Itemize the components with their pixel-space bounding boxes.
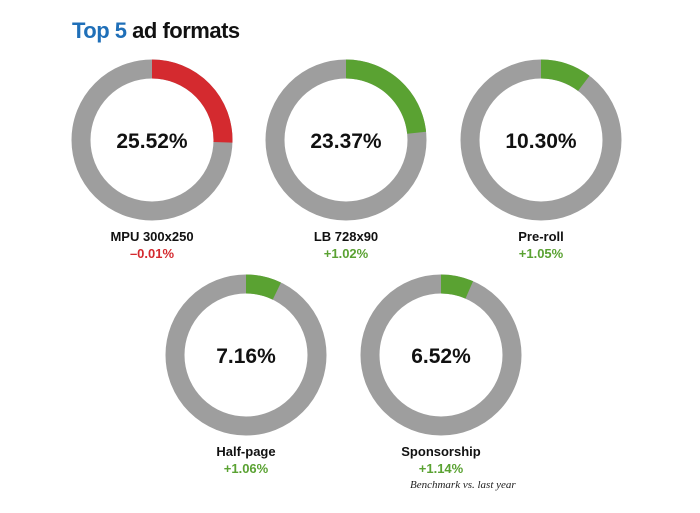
donut-pre-roll: 10.30% [460, 59, 622, 221]
donut-half-page: 7.16% [165, 274, 327, 436]
donut-value-lb-728x90: 23.37% [310, 130, 382, 153]
donut-lb-728x90: 23.37% [265, 59, 427, 221]
donut-segment-pre-roll [540, 59, 590, 92]
donut-change-mpu-300x250: –0.01% [129, 246, 175, 261]
donut-label-lb-728x90: LB 728x90 [313, 229, 379, 244]
donut-segment-lb-728x90 [345, 59, 427, 135]
donut-value-sponsorship: 6.52% [411, 345, 471, 368]
donut-mpu-300x250: 25.52% [71, 59, 233, 221]
donut-change-lb-728x90: +1.02% [323, 246, 369, 261]
donut-label-pre-roll: Pre-roll [518, 229, 564, 244]
donut-value-mpu-300x250: 25.52% [116, 130, 188, 153]
donut-label-mpu-300x250: MPU 300x250 [110, 229, 194, 244]
donut-sponsorship: 6.52% [360, 274, 522, 436]
donut-change-sponsorship: +1.14% [418, 461, 464, 476]
donut-value-half-page: 7.16% [216, 345, 276, 368]
donut-label-sponsorship: Sponsorship [401, 444, 481, 459]
donut-change-pre-roll: +1.05% [518, 246, 564, 261]
chart-title: Top 5 ad formats [72, 18, 240, 44]
footnote: Benchmark vs. last year [410, 479, 516, 491]
donut-segment-mpu-300x250 [151, 59, 233, 143]
donut-segment-sponsorship [440, 274, 474, 299]
donut-segment-half-page [245, 274, 282, 300]
donut-change-half-page: +1.06% [223, 461, 269, 476]
donut-label-half-page: Half-page [216, 444, 276, 459]
chart-title-text: ad formats [132, 18, 240, 43]
chart-title-number: Top 5 [72, 18, 127, 43]
donut-value-pre-roll: 10.30% [505, 130, 577, 153]
